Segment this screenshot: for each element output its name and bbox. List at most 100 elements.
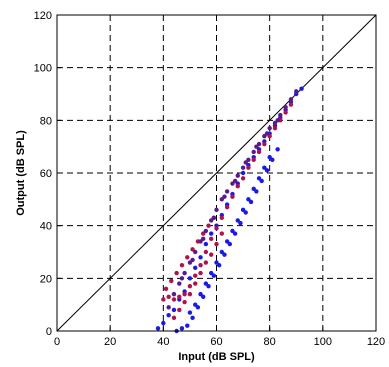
scatter-point: [190, 315, 195, 321]
x-tick-label: 0: [54, 336, 60, 348]
scatter-point: [283, 110, 288, 115]
scatter-point: [262, 141, 267, 147]
scatter-point: [206, 223, 211, 228]
scatter-point: [256, 149, 262, 155]
x-tick-label: 40: [157, 336, 169, 348]
scatter-point: [161, 320, 166, 326]
scatter-point: [224, 189, 230, 194]
scatter-point: [185, 255, 190, 260]
scatter-point: [171, 297, 177, 302]
y-tick-label: 60: [40, 168, 52, 180]
scatter-point: [166, 305, 171, 310]
scatter-point: [203, 281, 209, 286]
grid-lines: [57, 15, 376, 331]
scatter-point: [169, 278, 174, 284]
scatter-point: [240, 165, 246, 170]
scatter-point: [267, 126, 272, 131]
scatter-point: [193, 302, 198, 307]
scatter-point: [208, 231, 214, 236]
scatter-point: [193, 281, 198, 286]
scatter-point: [171, 315, 177, 321]
scatter-point: [163, 286, 169, 292]
data-points: [155, 86, 304, 334]
scatter-point: [214, 226, 219, 231]
scatter-point: [275, 118, 280, 123]
y-tick-label: 100: [34, 63, 52, 75]
scatter-point: [177, 294, 182, 299]
x-tick-label: 20: [104, 336, 116, 348]
scatter-point: [208, 270, 214, 276]
scatter-point: [219, 231, 225, 236]
scatter-point: [235, 218, 240, 223]
scatter-point: [155, 326, 161, 331]
scatter-point: [222, 194, 227, 199]
scatter-point: [187, 284, 193, 289]
scatter-point: [251, 157, 256, 163]
scatter-point: [299, 86, 304, 91]
x-axis-label: Input (dB SPL): [178, 351, 255, 363]
scatter-point: [230, 194, 235, 199]
y-tick-label: 120: [34, 10, 52, 22]
y-tick-label: 0: [46, 326, 52, 338]
x-tick-label: 80: [264, 336, 276, 348]
scatter-point: [230, 228, 235, 234]
y-tick-label: 80: [40, 115, 52, 127]
scatter-point: [187, 291, 193, 297]
scatter-point: [288, 102, 294, 107]
scatter-point: [179, 262, 185, 268]
scatter-point: [240, 207, 246, 213]
scatter-point: [254, 144, 259, 149]
scatter-point: [262, 165, 267, 170]
scatter-point: [283, 104, 288, 110]
y-axis-label: Output (dB SPL): [15, 130, 27, 216]
scatter-point: [198, 255, 203, 260]
scatter-point: [278, 112, 283, 118]
scatter-point: [208, 236, 214, 242]
scatter-point: [198, 262, 203, 268]
scatter-point: [264, 131, 270, 136]
scatter-point: [267, 155, 272, 160]
scatter-point: [211, 215, 217, 220]
scatter-point: [208, 252, 214, 257]
scatter-point: [224, 205, 230, 210]
scatter-point: [174, 270, 179, 276]
scatter-point: [161, 297, 166, 302]
y-tick-label: 20: [40, 273, 52, 285]
scatter-point: [272, 126, 278, 131]
x-tick-label: 120: [367, 336, 385, 348]
scatter-point: [198, 270, 203, 276]
scatter-point: [171, 291, 177, 297]
scatter-point: [203, 241, 209, 247]
scatter-point: [235, 183, 240, 189]
scatter-point: [179, 276, 185, 281]
x-tick-label: 60: [210, 336, 222, 348]
scatter-point: [177, 281, 182, 286]
scatter-point: [294, 89, 299, 94]
scatter-point: [187, 276, 193, 281]
scatter-point: [240, 176, 246, 181]
scatter-point: [275, 147, 280, 152]
scatter-point: [187, 310, 193, 315]
scatter-point: [214, 260, 219, 265]
y-tick-labels: 0 20 40 60 80 100 120: [34, 10, 61, 338]
y-tick-label: 40: [40, 221, 52, 233]
scatter-point: [240, 170, 246, 176]
scatter-point: [214, 241, 219, 247]
scatter-point: [201, 236, 206, 242]
scatter-point: [232, 178, 238, 184]
scatter-point: [185, 323, 190, 328]
scatter-point: [203, 260, 209, 265]
scatter-point: [251, 186, 256, 191]
scatter-point: [203, 249, 209, 255]
identity-reference-line: [56, 14, 377, 332]
scatter-point: [193, 249, 198, 255]
scatter-point: [251, 149, 256, 155]
scatter-point: [288, 97, 294, 102]
scatter-point: [235, 173, 240, 178]
scatter-point: [198, 291, 203, 297]
scatter-point: [193, 265, 198, 270]
scatter-point: [203, 228, 209, 234]
scatter-point: [171, 307, 177, 313]
scatter-point: [224, 239, 230, 244]
